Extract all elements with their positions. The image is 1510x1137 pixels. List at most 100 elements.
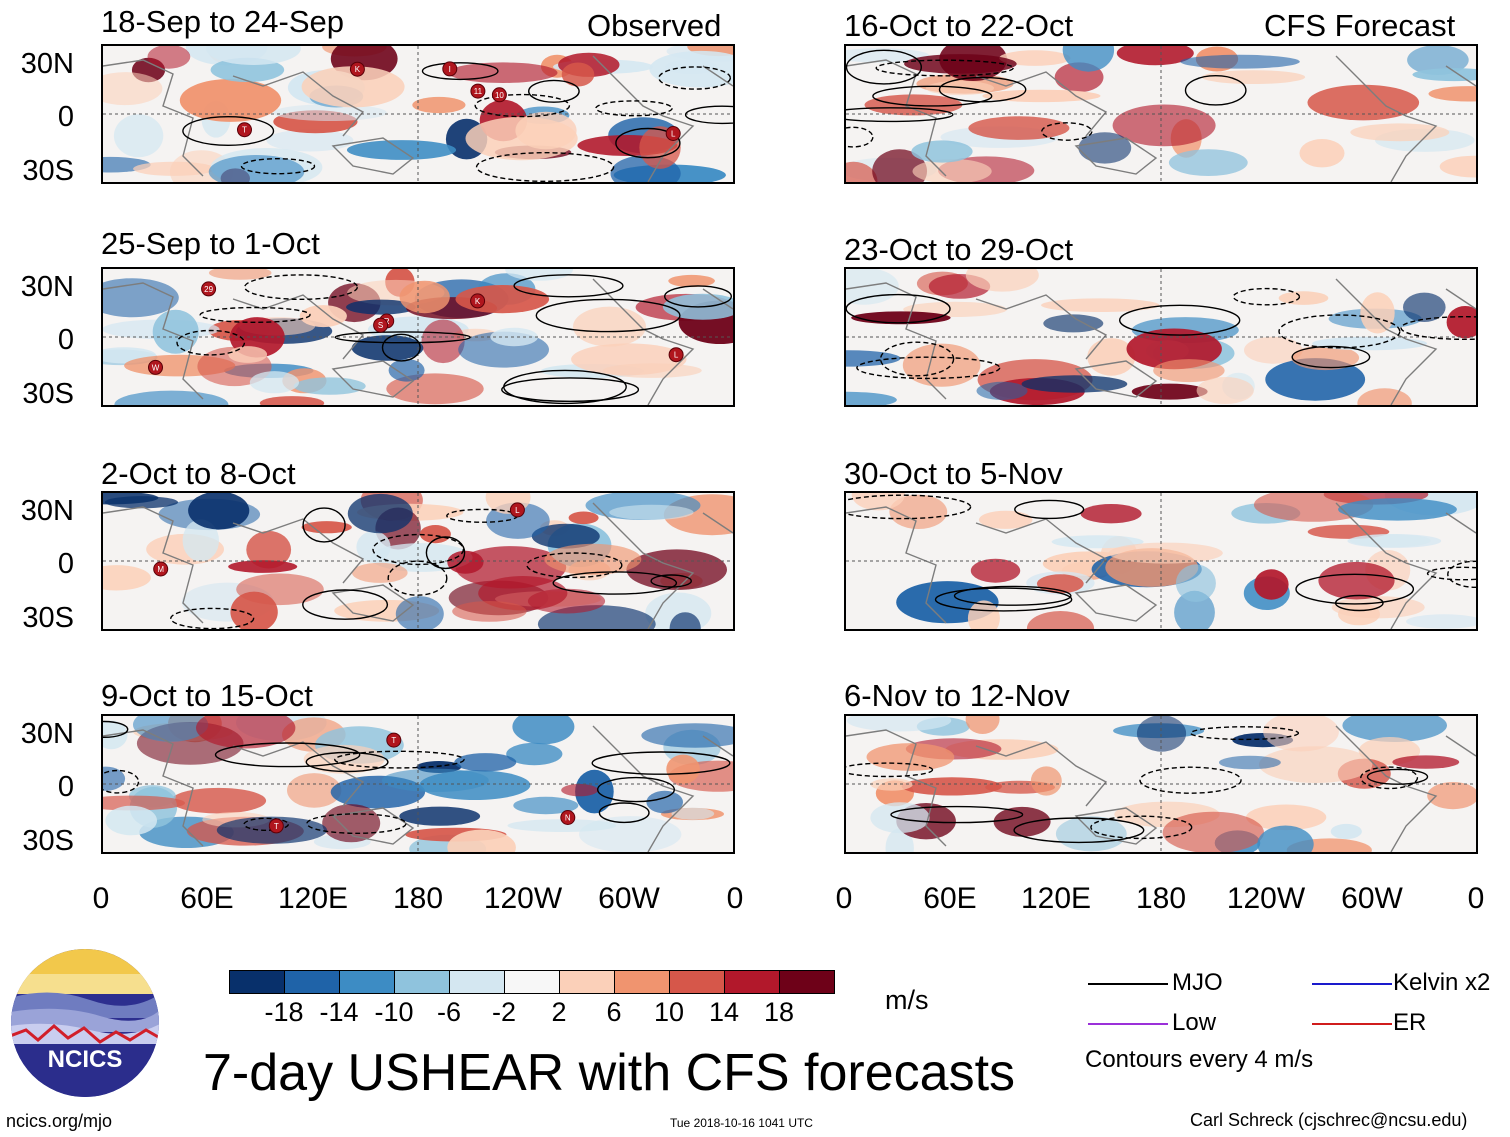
negative-shear-anomaly xyxy=(505,269,573,281)
mjo-contour xyxy=(199,306,311,324)
positive-shear-anomaly xyxy=(561,783,598,797)
mjo-contour xyxy=(535,298,681,333)
negative-shear-anomaly xyxy=(346,299,416,315)
negative-shear-anomaly xyxy=(1062,46,1115,72)
x-tick-180: 180 xyxy=(1135,882,1187,915)
panel-title-5: 16-Oct to 22-Oct xyxy=(844,8,1074,43)
mjo-contour xyxy=(182,115,275,146)
positive-shear-anomaly xyxy=(1439,155,1476,178)
legend-mjo-line xyxy=(1088,983,1168,985)
positive-shear-anomaly xyxy=(561,62,595,87)
negative-shear-anomaly xyxy=(846,269,899,305)
coastline xyxy=(103,506,204,624)
positive-shear-anomaly xyxy=(568,511,599,525)
colorbar-swatch xyxy=(724,970,780,994)
mjo-contour xyxy=(597,776,676,803)
positive-shear-anomaly xyxy=(455,285,550,314)
storm-marker: K xyxy=(349,61,365,77)
negative-shear-anomaly xyxy=(1175,564,1216,602)
colorbar-swatch xyxy=(284,970,340,994)
footer-url[interactable]: ncics.org/mjo xyxy=(6,1111,113,1131)
mjo-contour xyxy=(953,585,1072,606)
positive-shear-anomaly xyxy=(1080,504,1142,524)
mjo-contour xyxy=(846,293,951,324)
panel-field: 29KWLRS xyxy=(103,269,733,405)
positive-shear-anomaly xyxy=(666,754,700,784)
legend-kelvin-line xyxy=(1312,983,1392,985)
coastline xyxy=(846,59,947,177)
positive-shear-anomaly xyxy=(287,773,342,808)
negative-shear-anomaly xyxy=(113,114,164,158)
negative-shear-anomaly xyxy=(266,129,354,152)
negative-shear-anomaly xyxy=(454,753,517,772)
positive-shear-anomaly xyxy=(103,72,163,106)
panel-field xyxy=(846,493,1476,629)
mjo-contour xyxy=(305,751,389,773)
negative-shear-anomaly xyxy=(1257,825,1314,852)
mjo-contour xyxy=(381,333,421,362)
positive-shear-anomaly xyxy=(999,50,1071,66)
footer-timestamp: Tue 2018-10-16 1041 UTC xyxy=(670,1116,813,1130)
positive-shear-anomaly xyxy=(465,116,578,161)
positive-shear-anomaly xyxy=(1428,86,1476,102)
coastline xyxy=(232,741,365,807)
mjo-contour xyxy=(243,274,358,301)
colorbar-swatch xyxy=(449,970,505,994)
negative-shear-anomaly xyxy=(512,716,575,745)
mjo-contour xyxy=(872,85,993,107)
mjo-contour xyxy=(372,533,465,566)
coastline xyxy=(103,729,204,847)
mjo-contour xyxy=(526,552,623,579)
x-tick-180: 180 xyxy=(392,882,444,915)
negative-shear-anomaly xyxy=(1174,590,1215,629)
mjo-contour xyxy=(1190,726,1300,741)
mjo-contour xyxy=(1013,817,1145,844)
y-tick-30s: 30S xyxy=(22,155,74,187)
storm-label: K xyxy=(355,65,361,74)
coastline xyxy=(331,584,415,622)
negative-shear-anomaly xyxy=(1403,292,1446,322)
positive-shear-anomaly xyxy=(668,274,715,288)
positive-shear-anomaly xyxy=(965,269,1039,292)
positive-shear-anomaly xyxy=(147,46,191,69)
colorbar-swatch xyxy=(614,970,670,994)
negative-shear-anomaly xyxy=(1180,54,1300,69)
negative-shear-anomaly xyxy=(506,742,563,766)
positive-shear-anomaly xyxy=(299,305,347,328)
negative-shear-anomaly xyxy=(1330,823,1362,840)
mjo-contour xyxy=(879,341,955,377)
storm-marker: L xyxy=(665,126,681,141)
colorbar-swatch xyxy=(559,970,615,994)
negative-shear-anomaly xyxy=(1043,314,1104,333)
x-tick-60w: 60W xyxy=(1341,882,1403,915)
negative-shear-anomaly xyxy=(388,359,425,382)
coastline xyxy=(331,137,415,175)
negative-shear-anomaly xyxy=(152,309,199,354)
storm-marker: L xyxy=(668,347,684,363)
colorbar-units: m/s xyxy=(885,985,929,1015)
coastline xyxy=(975,741,1108,807)
positive-shear-anomaly xyxy=(1030,766,1062,796)
mjo-contour xyxy=(875,59,1014,77)
colorbar-tick-label: 10 xyxy=(653,997,685,1027)
negative-shear-anomaly xyxy=(399,806,481,826)
colorbar-swatch xyxy=(504,970,560,994)
positive-shear-anomaly xyxy=(447,550,484,574)
positive-shear-anomaly xyxy=(902,343,981,387)
positive-shear-anomaly xyxy=(993,806,1051,837)
negative-shear-anomaly xyxy=(846,716,952,732)
negative-shear-anomaly xyxy=(103,720,128,750)
mjo-contour xyxy=(421,62,499,81)
positive-shear-anomaly xyxy=(452,601,527,622)
panel-field xyxy=(846,269,1476,405)
positive-shear-anomaly xyxy=(965,716,1000,734)
mjo-contour xyxy=(1232,287,1301,306)
mjo-contour xyxy=(846,49,922,85)
storm-marker: L xyxy=(509,502,525,518)
negative-shear-anomaly xyxy=(671,807,715,820)
positive-shear-anomaly xyxy=(228,346,268,363)
legend-mjo-label: MJO xyxy=(1172,969,1223,996)
coastline xyxy=(1335,55,1438,182)
y-tick-30s: 30S xyxy=(22,378,74,410)
